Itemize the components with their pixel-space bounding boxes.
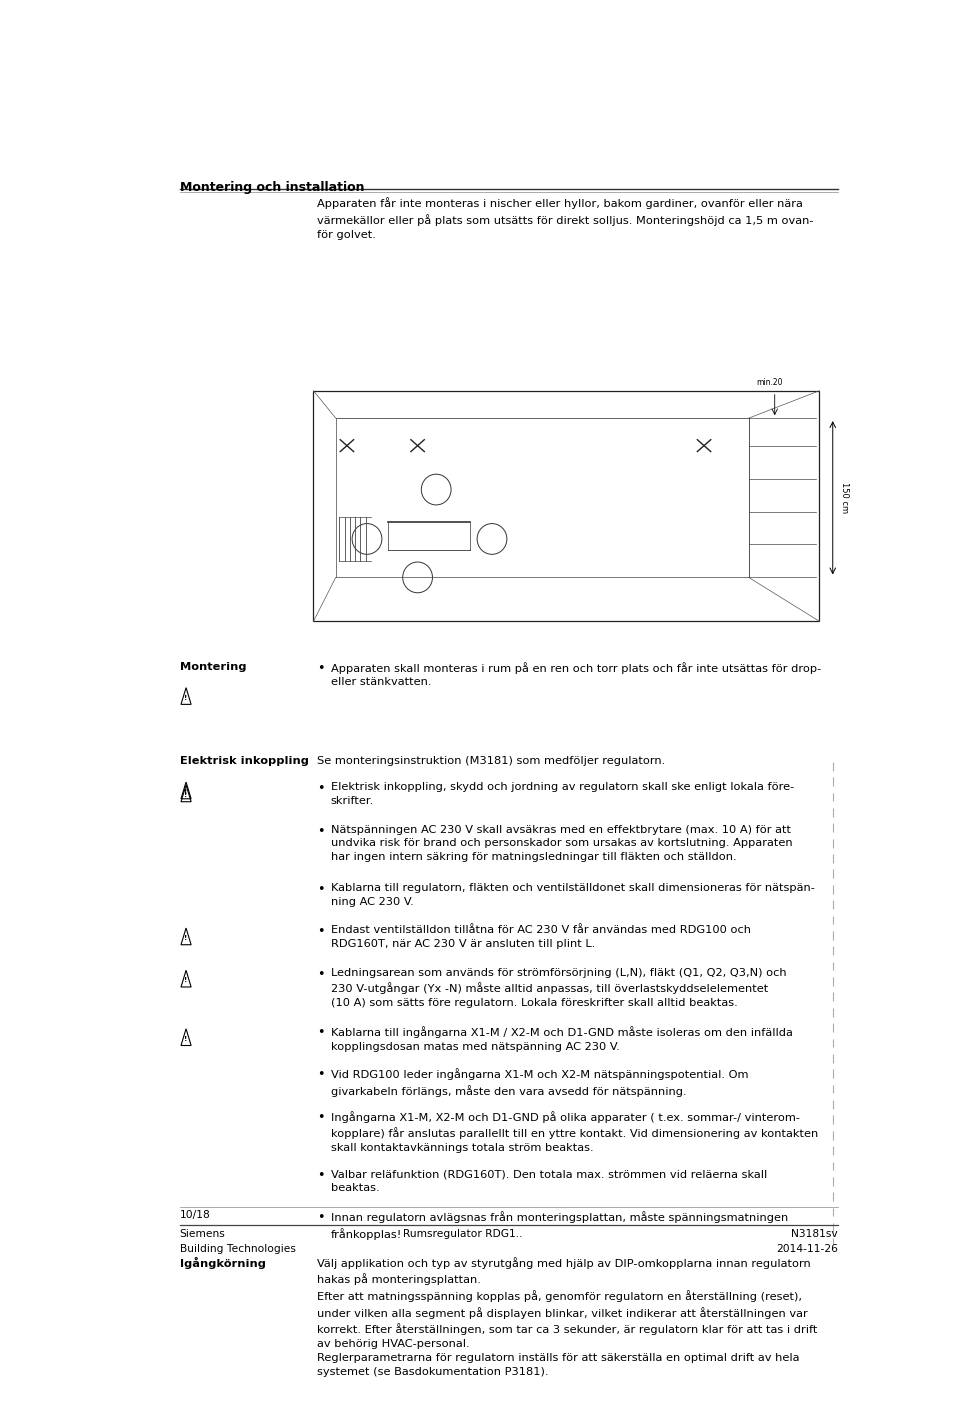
Text: •: • (317, 1111, 324, 1124)
Text: •: • (317, 1068, 324, 1081)
Text: Igångkörning: Igångkörning (180, 1256, 265, 1269)
Text: !: ! (184, 977, 188, 984)
Text: !: ! (184, 935, 188, 941)
Text: •: • (317, 662, 324, 674)
Text: Innan regulatorn avlägsnas från monteringsplattan, måste spänningsmatningen
från: Innan regulatorn avlägsnas från monterin… (330, 1211, 788, 1239)
Text: min.20: min.20 (756, 378, 782, 388)
Text: Valbar reläfunktion (RDG160T). Den totala max. strömmen vid reläerna skall
beakt: Valbar reläfunktion (RDG160T). Den total… (330, 1169, 767, 1192)
FancyBboxPatch shape (313, 391, 820, 622)
Text: Building Technologies: Building Technologies (180, 1243, 296, 1253)
Text: Nätspänningen AC 230 V skall avsäkras med en effektbrytare (max. 10 A) för att
u: Nätspänningen AC 230 V skall avsäkras me… (330, 824, 792, 861)
Text: Vid RDG100 leder ingångarna X1-M och X2-M nätspänningspotential. Om
givarkabeln : Vid RDG100 leder ingångarna X1-M och X2-… (330, 1068, 748, 1097)
Text: •: • (317, 783, 324, 796)
Text: Apparaten får inte monteras i nischer eller hyllor, bakom gardiner, ovanför elle: Apparaten får inte monteras i nischer el… (317, 197, 814, 240)
Text: Montering: Montering (180, 662, 246, 672)
Text: N3181sv: N3181sv (791, 1229, 838, 1239)
Text: !: ! (184, 1035, 188, 1042)
Text: •: • (317, 883, 324, 896)
Text: Välj applikation och typ av styrutgång med hjälp av DIP-omkopplarna innan regula: Välj applikation och typ av styrutgång m… (317, 1256, 818, 1378)
Text: Ledningsarean som används för strömförsörjning (L,N), fläkt (Q1, Q2, Q3,N) och
2: Ledningsarean som används för strömförsö… (330, 968, 786, 1008)
Text: !: ! (184, 694, 188, 700)
Text: Montering och installation: Montering och installation (180, 181, 364, 194)
Text: Endast ventilställdon tillåtna för AC 230 V får användas med RDG100 och
RDG160T,: Endast ventilställdon tillåtna för AC 23… (330, 925, 751, 948)
Text: •: • (317, 1169, 324, 1182)
Text: •: • (317, 968, 324, 981)
Text: Kablarna till regulatorn, fläkten och ventilställdonet skall dimensioneras för n: Kablarna till regulatorn, fläkten och ve… (330, 883, 814, 907)
Text: Se monteringsinstruktion (M3181) som medföljer regulatorn.: Se monteringsinstruktion (M3181) som med… (317, 756, 665, 766)
Text: !: ! (184, 789, 188, 796)
Text: Siemens: Siemens (180, 1229, 226, 1239)
Text: Kablarna till ingångarna X1-M / X2-M och D1-GND måste isoleras om den infällda
k: Kablarna till ingångarna X1-M / X2-M och… (330, 1027, 792, 1051)
Text: Elektrisk inkoppling, skydd och jordning av regulatorn skall ske enligt lokala f: Elektrisk inkoppling, skydd och jordning… (330, 783, 794, 806)
Text: !: ! (184, 791, 188, 799)
Text: Elektrisk inkoppling: Elektrisk inkoppling (180, 756, 308, 766)
Text: 10/18: 10/18 (180, 1209, 210, 1219)
Text: 150 cm: 150 cm (840, 482, 850, 513)
Text: 2014-11-26: 2014-11-26 (776, 1243, 838, 1253)
Text: Ingångarna X1-M, X2-M och D1-GND på olika apparater ( t.ex. sommar-/ vinterom-
k: Ingångarna X1-M, X2-M och D1-GND på olik… (330, 1111, 818, 1152)
Text: •: • (317, 824, 324, 837)
Text: •: • (317, 1027, 324, 1040)
Text: Apparaten skall monteras i rum på en ren och torr plats och får inte utsättas fö: Apparaten skall monteras i rum på en ren… (330, 662, 821, 687)
Text: Rumsregulator RDG1..: Rumsregulator RDG1.. (403, 1229, 522, 1239)
Text: •: • (317, 925, 324, 938)
Text: •: • (317, 1211, 324, 1225)
